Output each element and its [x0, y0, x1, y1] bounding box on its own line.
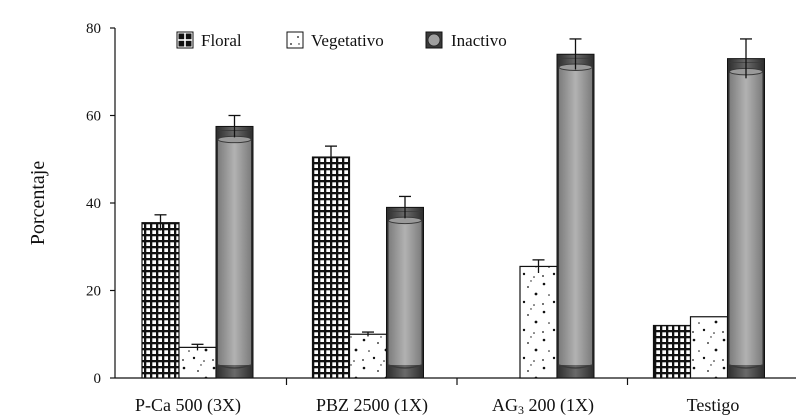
bar-inactivo-p-ca-500-3x	[215, 125, 254, 379]
bar-vegetativo-p-ca-500-3x	[178, 346, 217, 379]
bar-vegetativo-testigo	[689, 316, 729, 379]
category-label-ag3-suffix: 200 (1X)	[524, 395, 594, 416]
bar-vegetativo-ag3-200-1x	[519, 265, 558, 379]
legend-swatch-vegetativo	[286, 31, 304, 49]
bar-inactivo-ag3-200-1x	[556, 53, 595, 379]
y-axis-title: Porcentaje	[27, 161, 49, 246]
y-tick-label: 0	[94, 371, 102, 387]
axis-ticks: 0 20 40 60 80	[86, 21, 629, 387]
y-tick-label: 60	[86, 109, 101, 125]
legend-label-inactivo: Inactivo	[451, 31, 507, 50]
legend: Floral Vegetativo Inactivo	[176, 31, 507, 50]
legend-swatch-floral	[176, 31, 194, 49]
category-label-testigo: Testigo	[687, 395, 740, 415]
bar-floral-p-ca-500-3x	[141, 222, 180, 379]
bars	[141, 53, 765, 379]
y-tick-label: 40	[86, 196, 101, 212]
y-tick-label: 80	[86, 21, 101, 37]
legend-label-floral: Floral	[201, 31, 242, 50]
bar-floral-testigo	[652, 324, 692, 379]
legend-label-vegetativo: Vegetativo	[311, 31, 384, 50]
category-label-pbz: PBZ 2500 (1X)	[316, 395, 428, 416]
error-bars	[154, 38, 752, 351]
category-label-ag3: AG3 200 (1X)	[492, 395, 594, 416]
category-label-ag3-subscript: 3	[518, 403, 524, 416]
category-label-ag3-prefix: AG	[492, 395, 518, 415]
bar-floral-pbz-2500-1x	[311, 156, 351, 379]
y-tick-label: 20	[86, 284, 101, 300]
legend-swatch-inactivo	[425, 31, 443, 49]
bar-inactivo-testigo	[727, 58, 765, 379]
category-label-pca: P-Ca 500 (3X)	[135, 395, 241, 416]
bar-inactivo-pbz-2500-1x	[386, 206, 424, 379]
bar-vegetativo-pbz-2500-1x	[348, 333, 388, 379]
